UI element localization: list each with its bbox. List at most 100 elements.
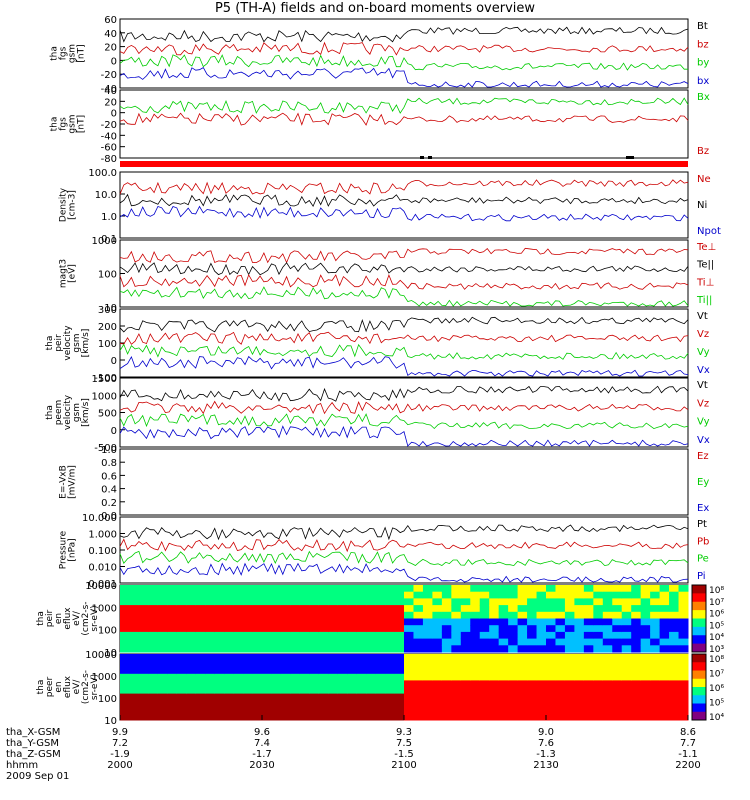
- spectrogram-cell: [470, 700, 481, 708]
- spectrogram-cell: [555, 700, 566, 708]
- spectrogram-cell: [650, 680, 661, 688]
- spectrogram-cell: [536, 660, 547, 668]
- spectrogram-cell: [271, 673, 282, 681]
- spectrogram-cell: [167, 654, 178, 662]
- spectrogram-cell: [432, 713, 443, 721]
- spectrogram-cell: [574, 598, 585, 606]
- spectrogram-cell: [195, 660, 206, 668]
- spectrogram-cell: [564, 611, 575, 619]
- spectrogram-cell: [385, 585, 396, 593]
- spectrogram-cell: [385, 706, 396, 714]
- spectrogram-cell: [498, 680, 509, 688]
- spectrogram-cell: [366, 605, 377, 613]
- spectrogram-cell: [299, 625, 310, 633]
- colorbar-segment: [692, 670, 706, 680]
- spectrogram-cell: [328, 625, 339, 633]
- spectrogram-cell: [337, 673, 348, 681]
- spectrogram-cell: [148, 687, 159, 695]
- spectrogram-cell: [214, 706, 225, 714]
- y-tick-label: 1.0: [101, 212, 117, 223]
- spectrogram-cell: [366, 687, 377, 695]
- spectrogram-cell: [460, 645, 471, 653]
- spectrogram-cell: [536, 654, 547, 662]
- spectrogram-cell: [280, 598, 291, 606]
- spectrogram-cell: [593, 618, 604, 626]
- spectrogram-cell: [451, 660, 462, 668]
- spectrogram-cell: [214, 598, 225, 606]
- spectrogram-cell: [290, 667, 301, 675]
- data-trace: [119, 273, 689, 290]
- spectrogram-cell: [138, 654, 149, 662]
- spectrogram-cell: [527, 713, 538, 721]
- spectrogram-cell: [299, 585, 310, 593]
- y-gsm-tick-label: 7.7: [680, 738, 696, 749]
- spectrogram-cell: [224, 673, 235, 681]
- spectrogram-cell: [640, 654, 651, 662]
- spectrogram-cell: [593, 585, 604, 593]
- y-axis-label: [km/s]: [81, 398, 91, 427]
- spectrogram-cell: [148, 680, 159, 688]
- spectrogram-cell: [375, 673, 386, 681]
- spectrogram-cell: [441, 693, 452, 701]
- spectrogram-cell: [186, 585, 197, 593]
- colorbar-segment: [692, 687, 706, 696]
- y-tick-label: 100: [98, 339, 117, 350]
- spectrogram-cell: [413, 611, 424, 619]
- spectrogram-cell: [195, 591, 206, 599]
- legend-entry: by: [697, 58, 709, 69]
- spectrogram-cell: [290, 638, 301, 646]
- spectrogram-cell: [138, 706, 149, 714]
- spectrogram-cell: [404, 693, 414, 701]
- spectrogram-cell: [271, 611, 282, 619]
- spectrogram-cell: [498, 591, 509, 599]
- spectrogram-cell: [280, 693, 291, 701]
- spectrogram-cell: [385, 598, 396, 606]
- spectrogram-cell: [678, 700, 689, 708]
- spectrogram-cell: [583, 667, 594, 675]
- legend-entry: Vy: [697, 417, 710, 428]
- spectrogram-cell: [385, 625, 396, 633]
- spectrogram-cell: [555, 713, 566, 721]
- spectrogram-cell: [356, 605, 367, 613]
- spectrogram-cell: [120, 645, 130, 653]
- legend-entry: Ez: [697, 451, 709, 462]
- spectrogram-cell: [404, 611, 414, 619]
- spectrogram-cell: [451, 680, 462, 688]
- spectrogram-cell: [422, 591, 433, 599]
- colorbar-segment: [692, 654, 706, 663]
- spectrogram-cell: [517, 687, 528, 695]
- spectrogram-cell: [678, 654, 689, 662]
- spectrogram-cell: [271, 591, 282, 599]
- spectrogram-cell: [508, 706, 519, 714]
- spectrogram-cell: [479, 700, 490, 708]
- spectrogram-cell: [176, 625, 187, 633]
- spectrogram-cell: [640, 706, 651, 714]
- legend-entry: Bt: [697, 21, 708, 32]
- spectrogram-cell: [347, 645, 358, 653]
- spectrogram-cell: [318, 605, 329, 613]
- spectrogram-cell: [195, 667, 206, 675]
- spectrogram-cell: [669, 618, 680, 626]
- spectrogram-cell: [120, 598, 130, 606]
- spectrogram-cell: [120, 660, 130, 668]
- spectrogram-cell: [422, 611, 433, 619]
- spectrogram-cell: [129, 680, 140, 688]
- spectrogram-cell: [650, 598, 661, 606]
- spectrogram-cell: [129, 598, 140, 606]
- spectrogram-cell: [640, 591, 651, 599]
- spectrogram-cell: [413, 605, 424, 613]
- spectrogram-cell: [205, 700, 216, 708]
- y-axis-label: peir: [45, 609, 55, 627]
- spectrogram-cell: [385, 713, 396, 721]
- spectrogram-cell: [555, 654, 566, 662]
- spectrogram-cell: [120, 693, 130, 701]
- spectrogram-cell: [157, 713, 168, 721]
- spectrogram-cell: [299, 680, 310, 688]
- spectrogram-cell: [318, 706, 329, 714]
- data-trace: [119, 97, 689, 114]
- spectrogram-cell: [489, 638, 500, 646]
- spectrogram-cell: [432, 638, 443, 646]
- spectrogram-cell: [157, 585, 168, 593]
- spectrogram-cell: [271, 631, 282, 640]
- spectrogram-cell: [280, 706, 291, 714]
